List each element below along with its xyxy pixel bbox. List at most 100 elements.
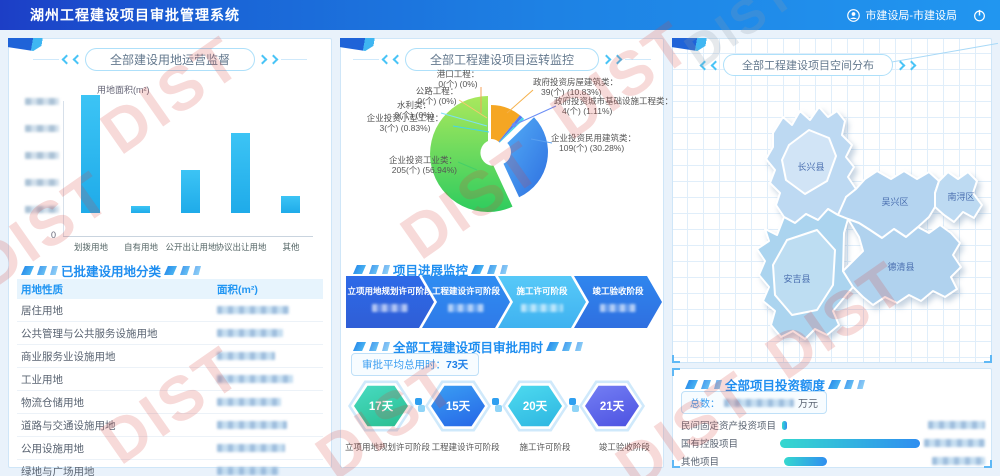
bar-xieyi[interactable] [231, 132, 250, 213]
investment-row: 其他项目 [681, 452, 985, 470]
ytick-redacted [25, 98, 59, 105]
investment-bar[interactable] [783, 456, 827, 466]
progress-title: 项目进展监控 [393, 264, 469, 278]
table-row: 绿地与广场用地 [17, 460, 323, 476]
redacted-count [521, 304, 563, 312]
investment-rows: 民间固定资产投资项目 国有控股项目 其他项目 [681, 416, 985, 470]
bar-category: 公开出让用地 [165, 242, 217, 252]
pie-slice-gov-infra[interactable] [498, 115, 523, 143]
total-label: 总数： [690, 399, 720, 410]
hex-days-1: 17天 [354, 385, 408, 427]
pie-label-water: 水利类： 0(个) (0%) [394, 100, 434, 121]
mid-panel-banner: 全部工程建设项目运转监控 [341, 48, 663, 71]
map-label-wuxing: 吴兴区 [881, 197, 908, 207]
redacted-count [372, 304, 408, 312]
ytick-redacted [25, 206, 59, 213]
table-row: 公共管理与公共服务设施用地 [17, 322, 323, 345]
pie-slice-civil[interactable] [503, 117, 548, 198]
table-row: 物流仓储用地 [17, 391, 323, 414]
map-label-changxing: 长兴县 [797, 161, 824, 172]
hex-connector [415, 396, 425, 416]
stage-arrow-4[interactable]: 竣工验收阶段 [574, 276, 662, 328]
hex-connector [492, 396, 502, 416]
hex-connector [569, 396, 579, 416]
user-org-label: 市建设局-市建设局 [865, 10, 957, 22]
table-row: 道路与交通设施用地 [17, 414, 323, 437]
total-unit: 万元 [798, 399, 818, 410]
redacted-value [928, 421, 985, 429]
app-header: 湖州工程建设项目审批管理系统 市建设局-市建设局 [0, 0, 1000, 30]
stage-arrow-1[interactable]: 立项用地规划许可阶段 [346, 276, 434, 328]
stage-arrow-3[interactable]: 施工许可阶段 [498, 276, 586, 328]
avg-duration-box: 审批平均总用时：73天 [351, 353, 480, 376]
duration-section-header: 全部工程建设项目审批用时 [353, 337, 584, 356]
redacted-value [217, 444, 285, 452]
bar-chart-ylabel: 用地面积(m²) [97, 85, 150, 95]
bar-category: 其他 [282, 242, 300, 252]
bar-ziyou[interactable] [131, 206, 150, 213]
avg-duration-label: 审批平均总用时： [362, 359, 446, 371]
land-bar-chart: 用地面积(m²) 0 划拨用地 自有用地 公开出让用地 协议出让用地 其他 [9, 79, 333, 259]
pie-label-industrial: 企业投资工业类： 205(个) (56.94%) [388, 155, 457, 176]
duration-title: 全部工程建设项目审批用时 [393, 341, 544, 355]
pie-slice-gov-housing[interactable] [491, 105, 520, 142]
map-banner: 全部工程建设项目空间分布 [699, 54, 917, 76]
map-region-anji[interactable] [756, 208, 854, 340]
map-region-nanxun[interactable] [934, 171, 983, 223]
redacted-value [217, 421, 287, 429]
pie-label-gov-infra: 政府投资城市基础设施工程类： 4(个) (1.11%) [554, 96, 674, 117]
stage-arrow-2[interactable]: 工程建设许可阶段 [422, 276, 510, 328]
ytick-redacted [25, 152, 59, 159]
bar-huabo[interactable] [81, 95, 100, 213]
progress-arrows: 立项用地规划许可阶段 工程建设许可阶段 施工许可阶段 竣工验收阶段 [346, 276, 662, 328]
land-operation-panel: 全部建设用地运营监督 用地面积(m²) 0 划拨用地 自有用地 公开出让用地 协… [8, 38, 333, 476]
huzhou-district-map: 长兴县 吴兴区 南浔区 安吉县 德清县 [756, 106, 983, 340]
redacted-value [217, 352, 275, 360]
pie-slice-industrial[interactable] [430, 96, 513, 212]
redacted-value [931, 457, 985, 465]
left-panel-title: 全部建设用地运营监督 [84, 48, 255, 71]
investment-row: 国有控股项目 [681, 434, 985, 452]
mid-panel-title: 全部工程建设项目运转监控 [404, 48, 599, 71]
redacted-count [448, 304, 484, 312]
duration-hexagons: 17天 15天 20天 21天 [345, 377, 661, 435]
pie-label-gov-housing: 政府投资房屋建筑类： 39(个) (10.83%) [533, 77, 619, 98]
investment-bar[interactable] [782, 420, 787, 430]
avg-duration-value: 73天 [446, 359, 469, 371]
map-region-deqing[interactable] [842, 218, 962, 306]
hex-days-2: 15天 [431, 385, 485, 427]
redacted-count [600, 304, 636, 312]
redacted-value [217, 375, 293, 383]
map-label-nanxun: 南浔区 [947, 191, 974, 202]
investment-row: 民间固定资产投资项目 [681, 416, 985, 434]
table-row: 工业用地 [17, 368, 323, 391]
redacted-total [724, 398, 794, 407]
table-header-row: 用地性质 面积(m²) [17, 279, 323, 299]
project-donut-chart: 港口工程： 0(个) (0%) 公路工程： 0(个) (0%) 水利类： 0(个) (… [341, 69, 673, 255]
redacted-value [923, 439, 985, 447]
pie-label-road: 公路工程： 0(个) (0%) [415, 86, 459, 107]
map-label-anji: 安吉县 [783, 273, 810, 284]
redacted-value [217, 467, 279, 475]
investment-bar[interactable] [780, 438, 920, 448]
bar-gongkai[interactable] [181, 170, 200, 213]
map-label-deqing: 德清县 [887, 261, 914, 272]
land-type-table: 用地性质 面积(m²) 居住用地 公共管理与公共服务设施用地 商业服务业设施用地… [17, 279, 323, 476]
bar-category: 协议出让用地 [215, 242, 267, 252]
bar-qita[interactable] [281, 195, 300, 213]
pie-label-small-eng: 企业投资小型工程： 3(个) (0.83%) [366, 113, 444, 134]
investment-title: 全部项目投资额度 [725, 379, 826, 393]
user-icon [847, 8, 861, 22]
hex-days-4: 21天 [585, 385, 639, 427]
map-title: 全部工程建设项目空间分布 [723, 54, 893, 76]
user-menu[interactable]: 市建设局-市建设局 [847, 7, 957, 23]
table-row: 居住用地 [17, 299, 323, 322]
redacted-value [217, 398, 281, 406]
ytick-zero: 0 [51, 230, 57, 240]
pie-label-port: 港口工程： 0(个) (0%) [436, 69, 480, 90]
table-row: 商业服务业设施用地 [17, 345, 323, 368]
power-icon[interactable] [973, 9, 986, 22]
pie-label-civil: 企业投资民用建筑类： 109(个) (30.28%) [551, 133, 637, 154]
investment-panel: 全部项目投资额度 总数： 万元 民间固定资产投资项目 国有控股项目 其他项目 [672, 368, 992, 468]
hex-days-3: 20天 [508, 385, 562, 427]
